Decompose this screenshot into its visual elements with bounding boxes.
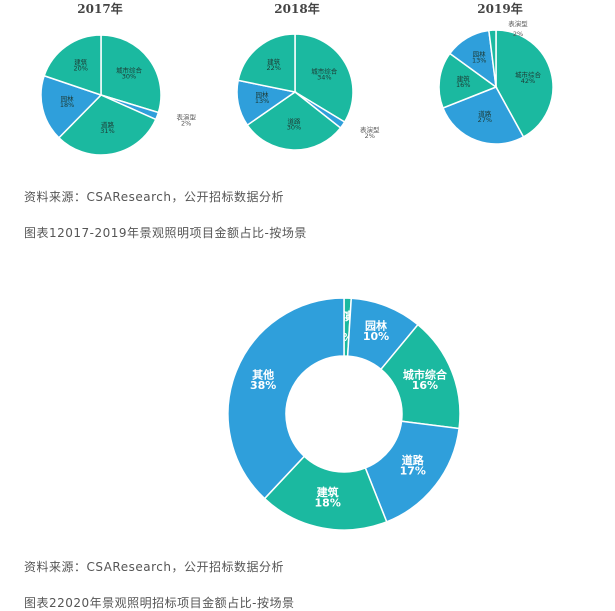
slice-category-label: 园林 [256,90,270,99]
slice-value-label: 13% [255,97,269,105]
pie-slice-1 [442,86,525,145]
slice-category-label: 道路 [478,109,492,118]
slice-value-label: 27% [478,116,492,124]
slice-value-label: 2% [365,132,375,140]
pie-slice-2 [57,94,157,156]
slice-category-label: 表演型 [508,19,528,28]
pie-slice-4 [43,34,102,97]
slice-value-label: 16% [412,379,438,392]
slice-value-label: 2% [181,120,191,128]
pie-slice-4 [237,33,296,93]
slice-category-label: 建筑 [457,74,471,83]
slice-category-label: 道路 [101,120,115,129]
pie-slice-2 [246,91,342,151]
slice-value-label: 38% [250,379,276,392]
pie-slice-3 [40,74,103,139]
pie-slice-5 [227,297,345,500]
pie-slice-0 [495,29,554,138]
figure-caption-bottom: 图表22020年景观照明招标项目金额占比-按场景 [24,596,295,610]
pie-slice-2 [438,52,498,109]
slice-value-label: 22% [267,64,281,72]
chart-title-2017: 2017年 [77,2,123,16]
slice-value-label: 30% [287,124,301,132]
slice-value-label: 34% [317,73,331,81]
slice-value-label: 30% [122,72,136,80]
slice-category-label: 建筑 [317,485,339,499]
slice-value-label: 18% [60,101,74,109]
chart-title-2018: 2018年 [274,2,320,16]
figure-caption-top: 图表12017-2019年景观照明项目金额占比-按场景 [24,226,307,240]
source-caption-top: 资料来源：CSAResearch，公开招标数据分析 [24,190,284,204]
slice-value-label: 2% [513,30,523,38]
slice-category-label: 城市综合 [515,70,542,79]
slice-category-label: 其他 [252,367,274,381]
slice-value-label: 10% [363,330,389,343]
slice-value-label: 42% [521,77,535,85]
slice-category-label: 建筑 [74,58,88,67]
slice-value-label: 20% [73,65,87,73]
source-caption-bottom: 资料来源：CSAResearch，公开招标数据分析 [24,560,284,574]
slice-value-label: 18% [315,496,341,509]
slice-category-label: 城市综合 [403,367,448,381]
slice-category-label: 表演型 [176,113,196,122]
slice-value-label: 31% [100,127,114,135]
chart-title-2019: 2019年 [477,2,523,16]
slice-category-label: 道路 [402,453,425,467]
slice-category-label: 城市综合 [116,65,143,74]
slice-category-label: 园林 [365,319,387,333]
slice-category-label: 城市综合 [311,66,338,75]
slice-value-label: 17% [400,464,426,477]
slice-category-label: 建筑 [267,57,281,66]
slice-category-label: 园林 [473,50,487,59]
pie-slice-4 [488,29,497,88]
slice-value-label: 13% [472,57,486,65]
slice-value-label: 16% [456,81,470,89]
slice-category-label: 表演型 [360,125,380,134]
pie-slice-0 [100,34,162,114]
slice-category-label: 道路 [287,117,301,126]
slice-category-label: 园林 [61,94,75,103]
